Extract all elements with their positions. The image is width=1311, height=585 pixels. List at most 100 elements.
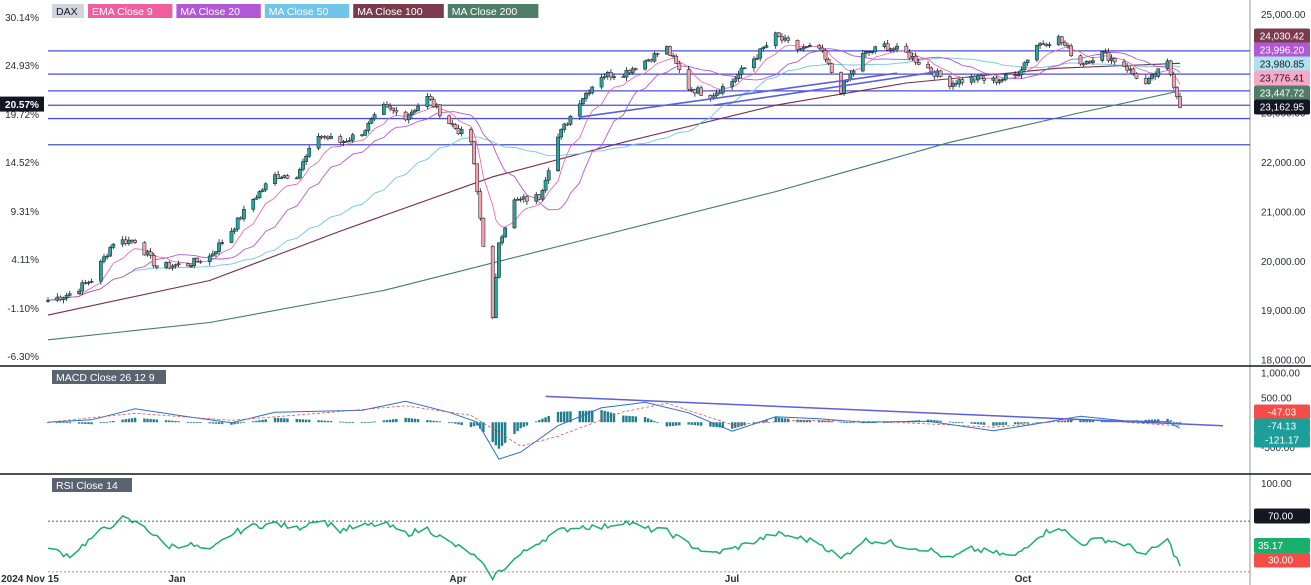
candle-body [633,68,638,70]
macd-histogram-bar [295,419,298,423]
candle [493,273,498,319]
candle-body [151,255,156,267]
candle-body [1125,66,1129,71]
candle-body [786,37,791,41]
candle [829,62,834,74]
legend-chip [88,4,173,18]
macd-histogram-bar [874,422,877,424]
candle [1131,67,1136,76]
candle-body [938,70,943,77]
candle-body [808,45,812,47]
candle [1059,36,1064,46]
candle-body [609,71,613,78]
candle-body [1150,74,1154,79]
candle-body [307,147,312,157]
macd-histogram-bar [283,418,286,423]
candle-body [108,247,113,257]
candle-body [587,92,591,95]
candle-body [189,265,193,267]
candle [860,49,865,73]
candle [733,75,738,84]
candle [870,50,874,55]
candle [1016,71,1021,77]
macd-histogram-bar [559,411,563,423]
candle-body [562,123,567,130]
candle-body [913,55,918,63]
macd-histogram-bar [957,422,961,424]
macd-histogram-bar [124,419,127,423]
macd-histogram-bar [217,422,221,424]
candle [416,103,420,112]
macd-histogram-bar [199,422,202,424]
candle-body [497,242,501,278]
percent-tick-label: -6.30% [7,352,39,363]
macd-histogram-bar [426,420,429,423]
macd-histogram-bar [62,422,65,424]
candle [786,35,791,44]
candle-body [1013,74,1018,77]
candle [425,93,430,109]
candle [294,176,299,180]
candle [1066,42,1070,49]
percent-current-tag [0,96,44,112]
candle-body [1103,51,1108,53]
candle [633,67,638,71]
candle-body [957,79,962,85]
candle-body [319,135,324,138]
candle [403,110,408,122]
candle-body [1112,57,1117,63]
candle [755,54,759,61]
candle-body [556,136,560,171]
candle-body [1178,96,1182,108]
candle [581,97,585,106]
candle [428,93,433,102]
macd-histogram-bar [839,421,843,423]
candle-body [994,77,999,83]
macd-histogram-bar [998,422,1001,426]
macd-histogram-bar [90,422,93,425]
candle [873,45,878,55]
macd-histogram-bar [451,422,454,424]
value-tag-label: 23,447.72 [1260,89,1305,100]
macd-histogram-bar [671,422,675,426]
candle-body [888,48,893,51]
macd-histogram-bar [699,422,703,426]
macd-histogram-bar [992,422,995,426]
macd-histogram-bar [765,419,768,423]
candle [154,265,159,270]
candle-body [251,199,256,210]
macd-histogram-bar [112,421,115,423]
macd-histogram-bar [522,422,526,427]
candle-body [1109,57,1114,61]
value-tag-label: 23,980.85 [1260,60,1305,71]
macd-histogram-bar [164,420,168,423]
macd-histogram-bar [1157,419,1160,423]
candle-body [142,242,147,256]
candle-body [1134,73,1139,79]
candle-body [238,217,243,220]
candle [1106,48,1111,63]
candle-body [413,110,417,113]
macd-histogram-bar [930,419,933,423]
candle [189,263,193,269]
macd-histogram-bar [469,422,473,427]
candle [1125,62,1129,73]
macd-histogram-bar [1017,422,1020,425]
candle-body [699,87,703,96]
candle-body [826,58,831,64]
macd-histogram-bar [280,418,283,423]
candle-body [192,257,197,266]
macd-histogram-bar [494,422,498,446]
candle [86,280,91,286]
candle-body [1131,68,1136,74]
macd-histogram-bar [1169,420,1172,423]
macd-histogram-bar [643,417,647,423]
candle [540,188,545,202]
candle-body [559,129,563,138]
macd-histogram-bar [973,422,976,424]
candle-body [851,70,856,75]
candle-body [714,92,719,97]
candle [366,121,371,134]
